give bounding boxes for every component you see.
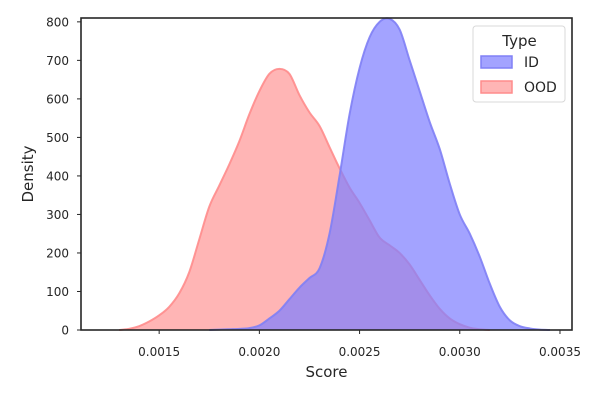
legend-swatch-id (480, 55, 513, 69)
y-tick-label: 700 (46, 54, 69, 68)
y-tick-label: 600 (46, 92, 69, 106)
x-tick-label: 0.0015 (138, 345, 180, 359)
y-tick-label: 200 (46, 246, 69, 260)
x-axis-ticks: 0.0015 0.0020 0.0025 0.0030 0.0035 (138, 330, 581, 359)
series-layer (118, 17, 550, 331)
legend-swatch-ood (480, 80, 513, 94)
y-tick-label: 400 (46, 169, 69, 183)
y-axis-title: Density (19, 145, 37, 202)
y-tick-label: 500 (46, 131, 69, 145)
legend: Type ID OOD (472, 25, 566, 103)
y-tick-label: 0 (61, 324, 69, 338)
plot-frame (80, 17, 573, 331)
y-tick-label: 100 (46, 285, 69, 299)
x-tick-label: 0.0035 (539, 345, 581, 359)
x-tick-label: 0.0025 (339, 345, 381, 359)
y-tick-label: 800 (46, 15, 69, 29)
density-area-id (209, 18, 550, 331)
legend-label-id: ID (524, 55, 539, 71)
legend-label-ood: OOD (524, 80, 557, 96)
legend-title: Type (501, 32, 536, 50)
density-line-id (209, 17, 550, 331)
x-axis-title: Score (305, 363, 347, 381)
x-tick-label: 0.0030 (439, 345, 481, 359)
x-tick-label: 0.0020 (238, 345, 280, 359)
y-axis-ticks: 0 100 200 300 400 500 600 700 800 (46, 15, 81, 338)
y-tick-label: 300 (46, 208, 69, 222)
